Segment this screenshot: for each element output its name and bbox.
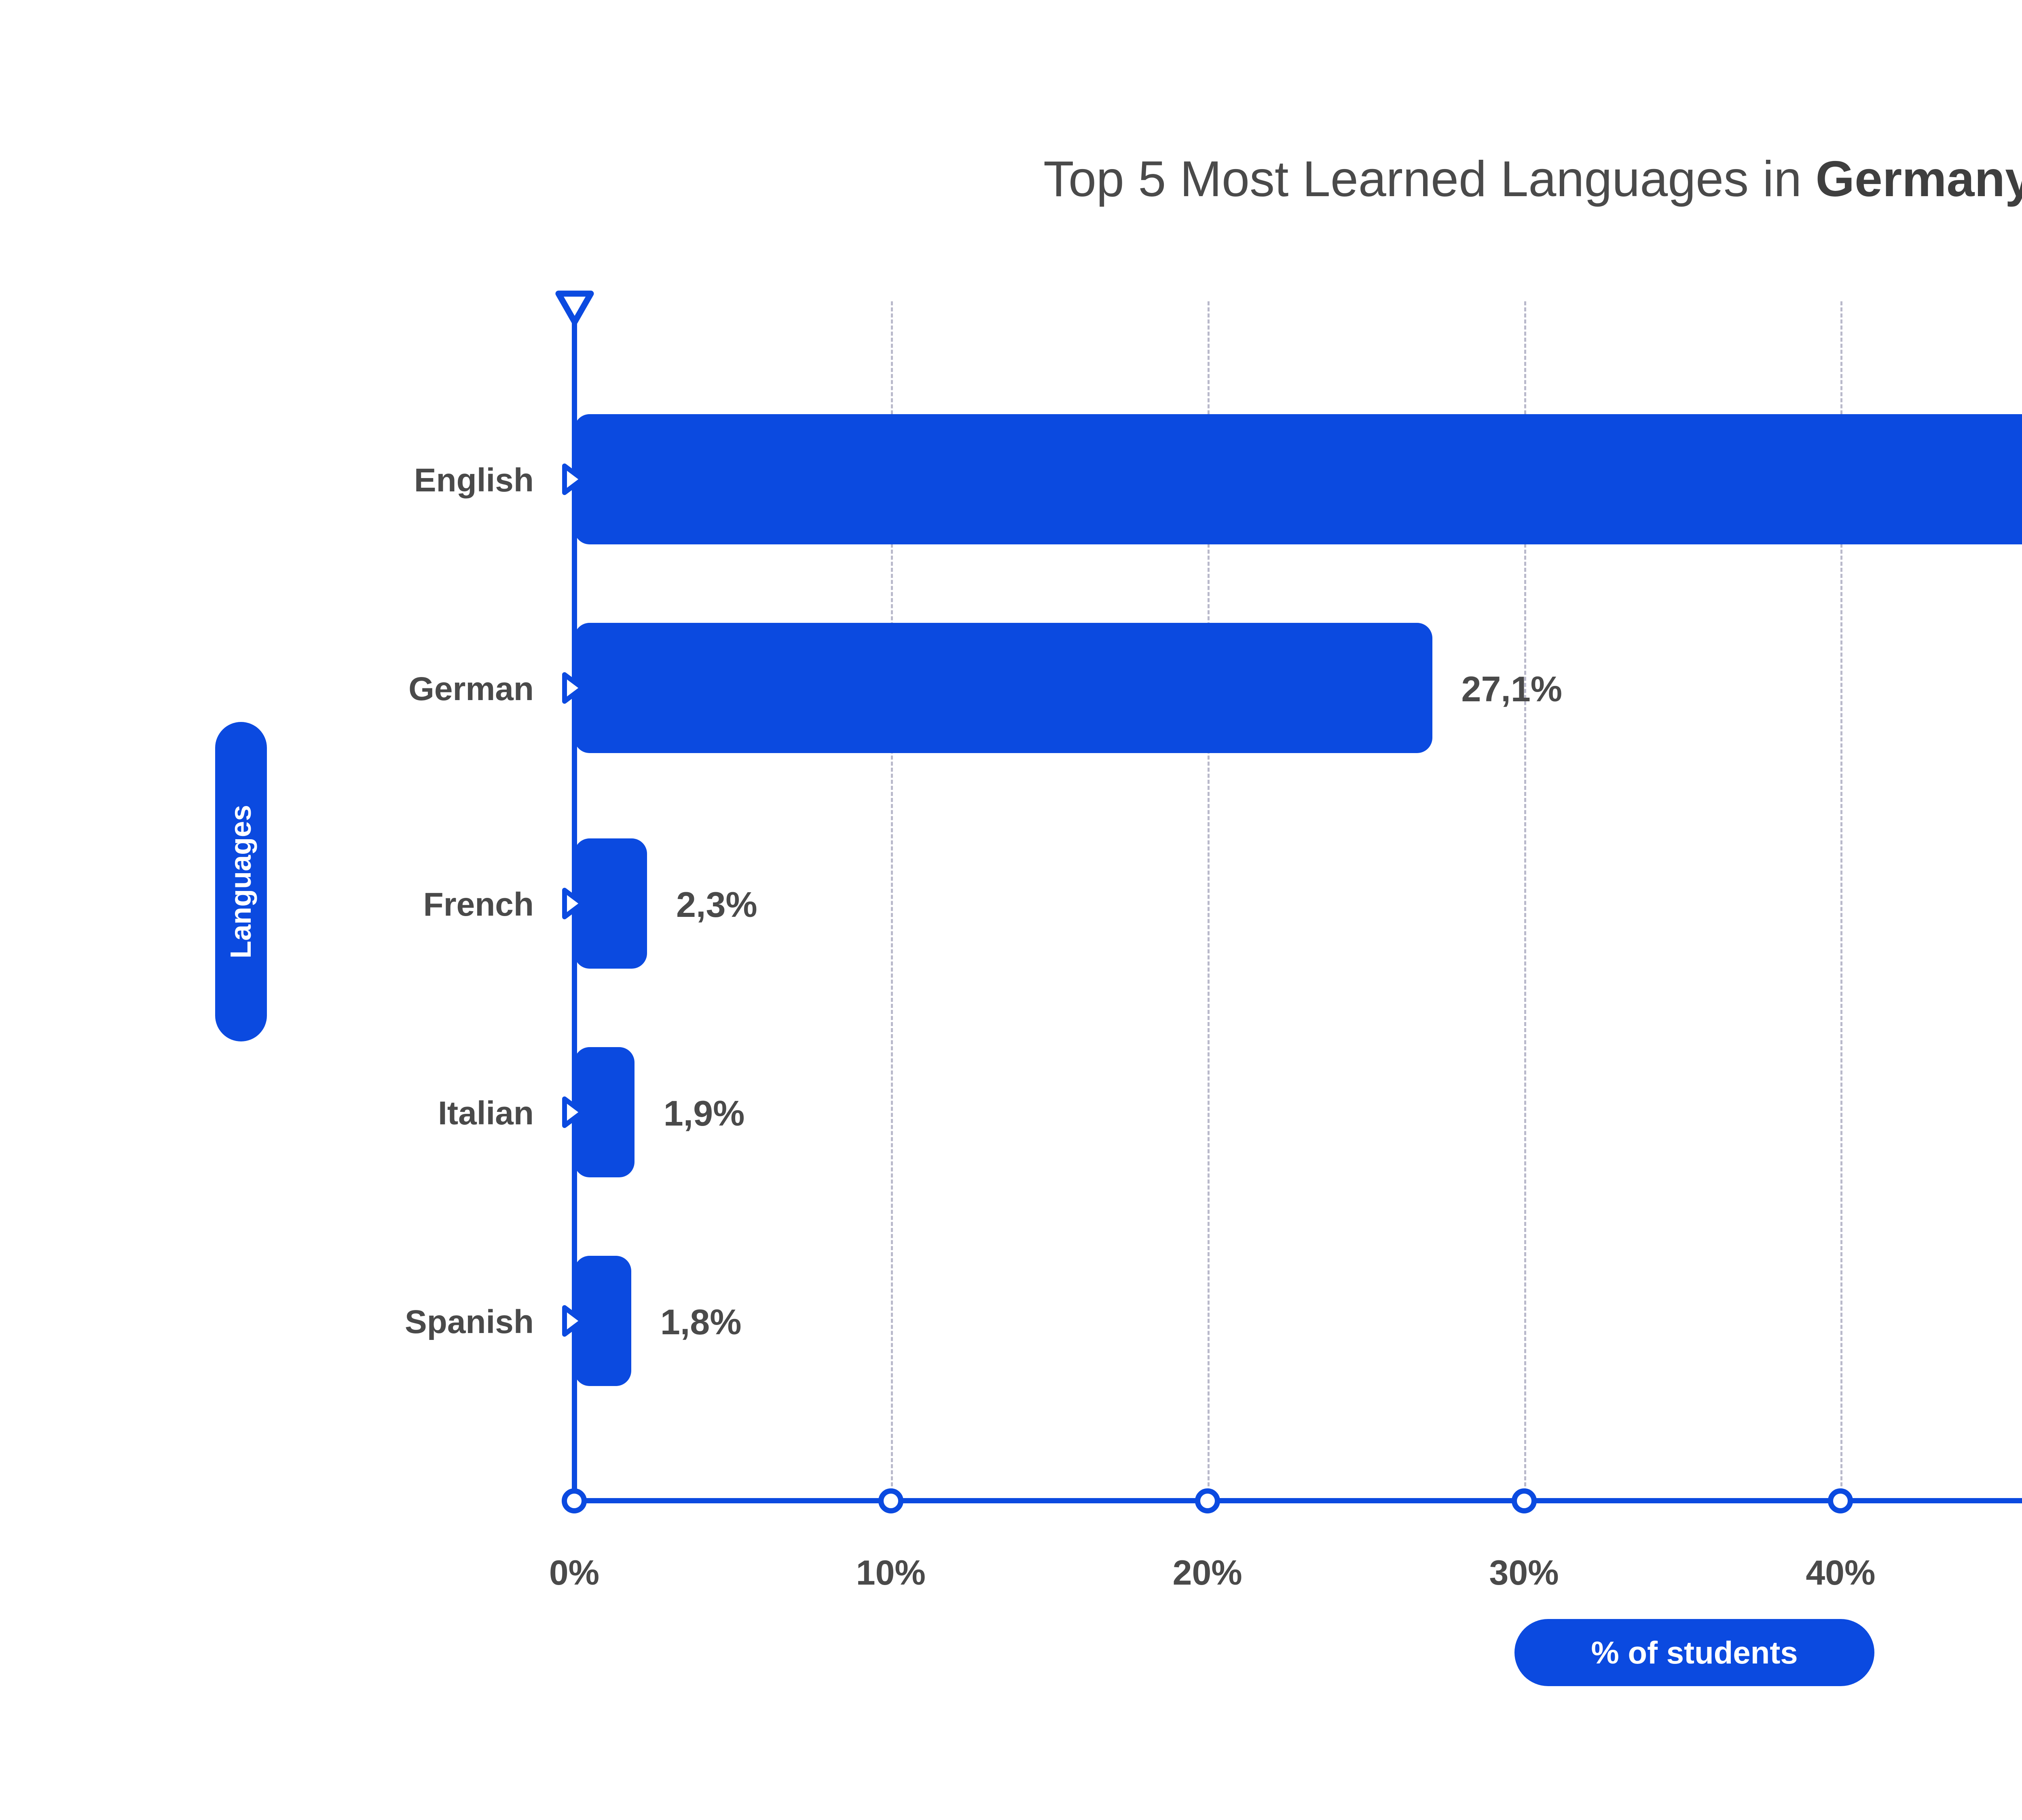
circle-marker-icon — [1511, 1488, 1537, 1513]
y-axis-title-label: Languages — [225, 804, 258, 959]
circle-marker-icon — [878, 1488, 903, 1513]
x-axis-tick-label: 0% — [549, 1553, 600, 1592]
triangle-right-icon — [560, 886, 586, 921]
triangle-right-icon — [560, 1095, 586, 1130]
title-emphasis: Germany — [1815, 151, 2022, 207]
bar-value-label: 2,3% — [676, 885, 757, 925]
x-axis-title-label: % of students — [1591, 1634, 1798, 1670]
x-axis-title: % of students — [1514, 1619, 1874, 1686]
x-axis-tick-label: 30% — [1489, 1553, 1559, 1592]
circle-marker-icon — [1828, 1488, 1853, 1513]
y-axis-category-label: French — [423, 886, 534, 923]
y-axis-category-label: Spanish — [405, 1304, 534, 1340]
triangle-right-icon — [560, 1304, 586, 1338]
triangle-down-icon — [551, 288, 598, 328]
bar[interactable] — [574, 414, 2022, 544]
circle-marker-icon — [562, 1488, 587, 1513]
x-axis-tick-label: 20% — [1172, 1553, 1242, 1592]
x-axis-tick-label: 10% — [856, 1553, 926, 1592]
triangle-right-icon — [560, 462, 586, 497]
gridline — [1840, 301, 1843, 1498]
title-prefix: Top 5 Most Learned Languages in — [1043, 151, 1816, 207]
gridline — [1524, 301, 1526, 1498]
triangle-right-icon — [560, 671, 586, 705]
gridline — [890, 301, 893, 1498]
bar-value-label: 1,9% — [663, 1093, 745, 1133]
y-axis-category-label: Italian — [438, 1095, 534, 1132]
x-axis-line — [574, 1498, 2022, 1503]
bar[interactable] — [574, 838, 647, 969]
bar-value-label: 27,1% — [1461, 669, 1563, 709]
page-title: Top 5 Most Learned Languages in Germany … — [0, 150, 2022, 208]
y-axis-title: Languages — [215, 722, 267, 1041]
gridline — [1207, 301, 1210, 1498]
bar-value-label: 1,8% — [660, 1302, 742, 1342]
circle-marker-icon — [1195, 1488, 1220, 1513]
y-axis-category-label: English — [414, 462, 534, 499]
bar[interactable] — [574, 623, 1432, 753]
y-axis-category-label: German — [408, 671, 534, 707]
x-axis-tick-label: 40% — [1806, 1553, 1876, 1592]
